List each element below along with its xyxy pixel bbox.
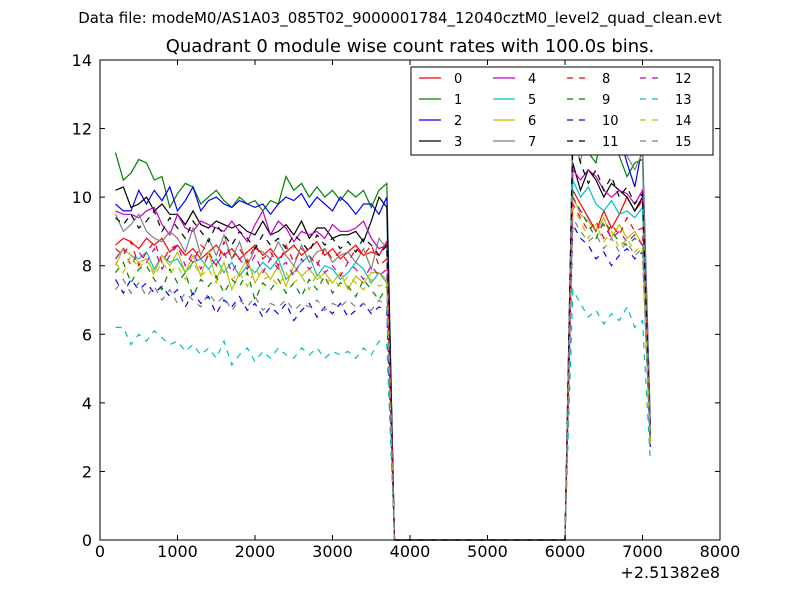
legend-label-2: 2 <box>454 114 462 129</box>
legend-label-6: 6 <box>528 114 536 129</box>
figure-suptitle: Data file: modeM0/AS1A03_085T02_90000017… <box>78 9 722 27</box>
x-tick-label: 4000 <box>390 542 431 561</box>
legend-label-1: 1 <box>454 93 462 108</box>
legend-label-9: 9 <box>602 93 610 108</box>
y-tick-label: 0 <box>82 531 92 550</box>
y-tick-label: 6 <box>82 325 92 344</box>
series-layer <box>114 107 651 541</box>
x-tick-label: 5000 <box>467 542 508 561</box>
y-tick-label: 2 <box>82 462 92 481</box>
x-tick-label: 0 <box>95 542 105 561</box>
y-tick-label: 12 <box>72 120 92 139</box>
x-tick-label: 1000 <box>157 542 198 561</box>
legend-label-8: 8 <box>602 72 610 87</box>
legend-label-3: 3 <box>454 135 462 150</box>
x-offset-label: +2.51382e8 <box>620 563 720 582</box>
x-tick-label: 3000 <box>312 542 353 561</box>
x-tick-label: 2000 <box>235 542 276 561</box>
legend-label-12: 12 <box>675 72 692 87</box>
legend-box <box>410 66 714 156</box>
legend-label-14: 14 <box>675 114 692 129</box>
x-tick-label: 7000 <box>622 542 663 561</box>
legend-label-11: 11 <box>602 135 619 150</box>
legend-label-4: 4 <box>528 72 536 87</box>
legend-label-0: 0 <box>454 72 462 87</box>
y-tick-label: 14 <box>72 51 92 70</box>
y-tick-label: 4 <box>82 394 92 413</box>
x-tick-label: 6000 <box>545 542 586 561</box>
ticks-layer: 0 1000 2000 3000 4000 5000 6000 7000 80000246810… <box>72 51 741 561</box>
legend-label-7: 7 <box>528 135 536 150</box>
legend-label-13: 13 <box>675 93 692 108</box>
chart-title: Quadrant 0 module wise count rates with … <box>165 36 655 57</box>
x-tick-label: 8000 <box>700 542 741 561</box>
series-line-8 <box>115 201 651 541</box>
legend-label-15: 15 <box>675 135 692 150</box>
y-tick-label: 8 <box>82 257 92 276</box>
y-tick-label: 10 <box>72 188 92 207</box>
legend-label-10: 10 <box>602 114 619 129</box>
legend-label-5: 5 <box>528 93 536 108</box>
series-line-5 <box>115 179 651 541</box>
